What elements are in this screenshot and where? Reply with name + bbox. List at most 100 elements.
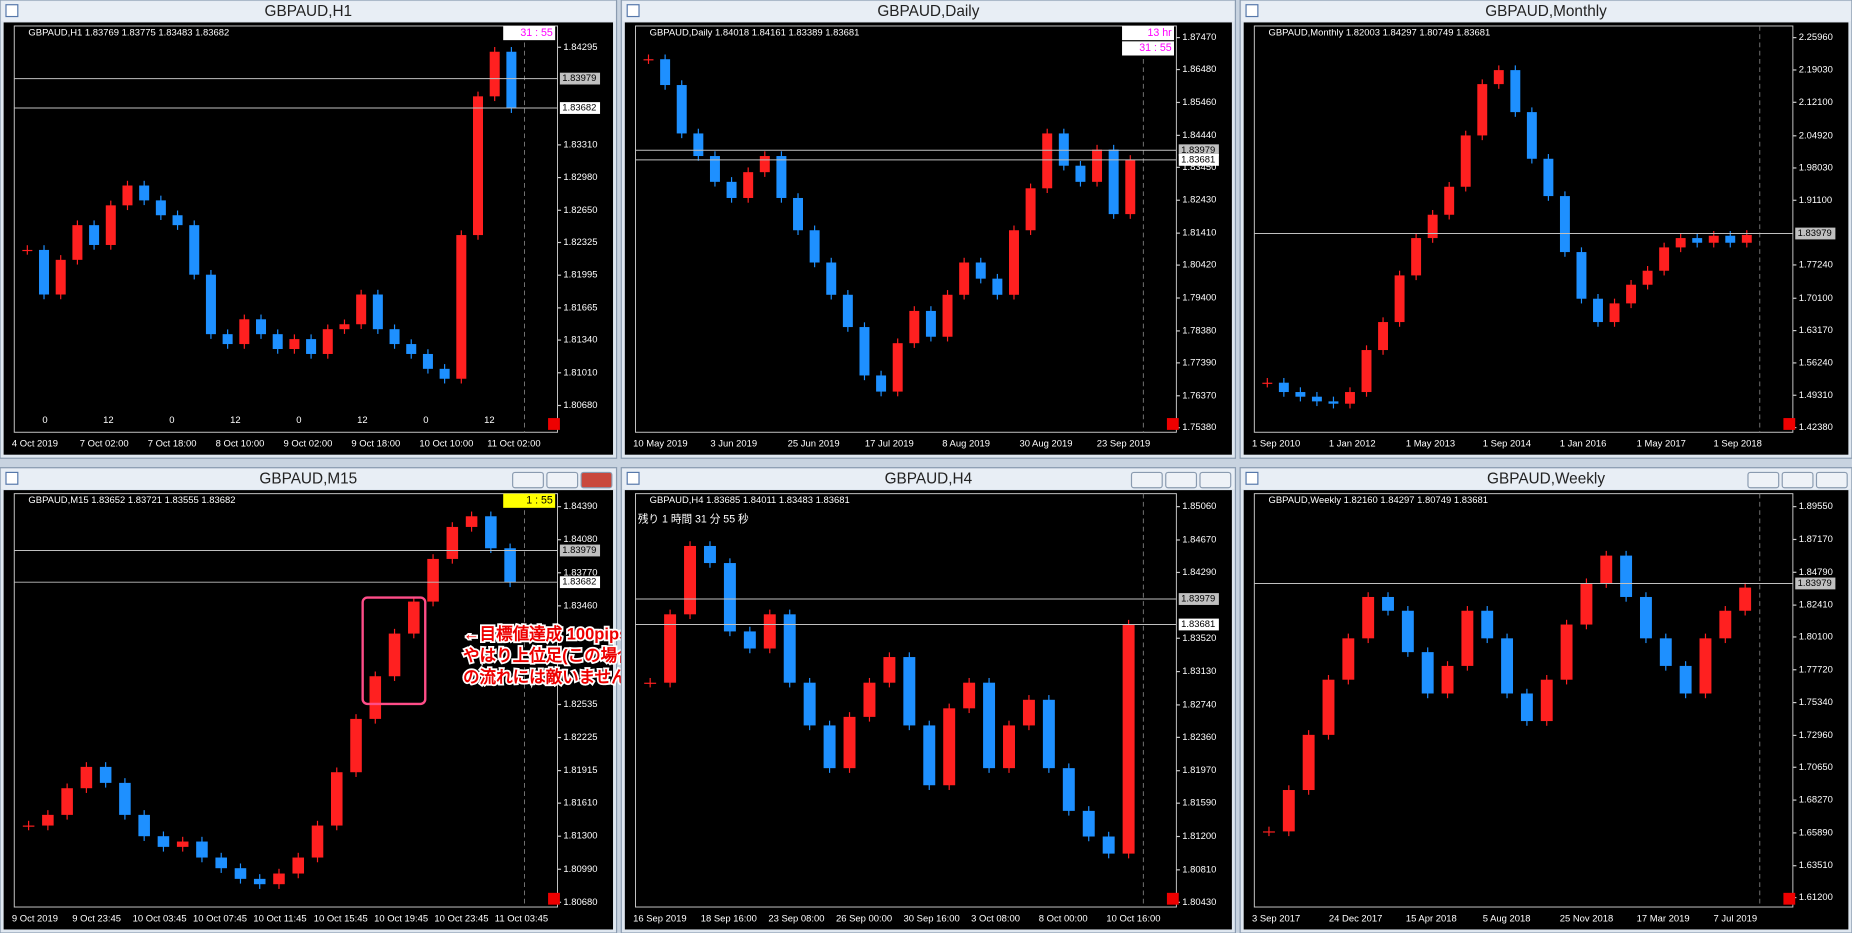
time-label: 24 Dec 2017 <box>1329 913 1383 924</box>
time-label: 1 May 2017 <box>1637 439 1686 450</box>
minimize-button[interactable] <box>512 471 544 489</box>
price-label: 1.81010 <box>563 367 597 378</box>
minimize-button[interactable] <box>1747 471 1780 489</box>
candle-body <box>72 225 83 260</box>
candle-body <box>660 59 671 86</box>
price-badge-label: 1.83979 <box>1181 145 1215 156</box>
candle-body <box>489 51 500 97</box>
price-label: 1.80680 <box>563 897 597 908</box>
price-label: 1.87170 <box>1799 534 1833 545</box>
candle-body <box>273 873 285 885</box>
time-label: 3 Jun 2019 <box>710 439 757 450</box>
title-bar <box>1 1 616 22</box>
window-icon <box>5 4 19 18</box>
price-label: 1.91100 <box>1799 195 1832 206</box>
price-label: 1.76370 <box>1182 390 1216 401</box>
maximize-button[interactable] <box>546 471 579 489</box>
candle-body <box>1461 610 1474 666</box>
price-label: 1.70100 <box>1799 293 1833 304</box>
time-label: 11 Oct 03:45 <box>495 913 548 924</box>
candle-body <box>155 200 166 216</box>
candle-body <box>1075 165 1086 182</box>
candle-body <box>826 262 837 295</box>
candle-body <box>726 181 737 198</box>
plot-border <box>1253 25 1794 433</box>
price-label: 1.82360 <box>1182 732 1216 743</box>
one-click-button[interactable] <box>1783 418 1796 430</box>
chart-area <box>624 22 1232 455</box>
one-click-button[interactable] <box>548 892 560 905</box>
price-label: 1.77720 <box>1799 664 1833 675</box>
candle-body <box>1741 234 1752 243</box>
candle-body <box>743 631 756 649</box>
candle-body <box>1620 555 1633 597</box>
price-label: 1.85060 <box>1182 501 1216 512</box>
time-label: 10 Oct 10:00 <box>419 439 473 450</box>
minimize-button[interactable] <box>1130 471 1163 489</box>
price-label: 1.80990 <box>563 864 597 875</box>
time-label: 18 Sep 16:00 <box>701 913 757 924</box>
one-click-button[interactable] <box>1166 418 1179 430</box>
candle-body <box>408 601 420 634</box>
time-label: 8 Oct 00:00 <box>1039 913 1088 924</box>
timer: 31 : 55 <box>1139 42 1172 54</box>
candle-body <box>1302 734 1315 791</box>
maximize-button[interactable] <box>1165 471 1198 489</box>
price-label: 2.19030 <box>1799 64 1833 75</box>
time-label: 11 Oct 02:00 <box>487 439 540 450</box>
candle-body <box>234 868 247 879</box>
one-click-button[interactable] <box>1166 892 1179 905</box>
candle-body <box>963 682 976 709</box>
price-label: 1.80430 <box>1182 897 1216 908</box>
time-label: 4 Oct 2019 <box>12 439 58 450</box>
timer: 1 : 55 <box>526 495 553 507</box>
candle-body <box>983 682 996 769</box>
price-label: 1.85460 <box>1182 97 1216 108</box>
price-label: 1.79400 <box>1182 293 1216 304</box>
candle-body <box>176 841 189 847</box>
candle-body <box>842 294 853 328</box>
candle-body <box>1022 699 1035 726</box>
one-click-button[interactable] <box>548 418 560 430</box>
window-title: GBPAUD,Monthly <box>1485 3 1607 20</box>
one-click-button[interactable] <box>1783 892 1796 905</box>
candle-body <box>1278 382 1289 393</box>
candle-body <box>322 329 333 354</box>
price-badge-label: 1.83979 <box>562 73 596 84</box>
price-label: 1.87470 <box>1182 32 1216 43</box>
candle-body <box>1659 638 1672 666</box>
close-button[interactable] <box>580 471 613 489</box>
price-label: 1.68270 <box>1799 795 1833 806</box>
candle-body <box>99 766 112 783</box>
candle-body <box>676 85 687 134</box>
candle-body <box>876 375 887 392</box>
time-label: 30 Sep 16:00 <box>904 913 960 924</box>
price-label: 1.80420 <box>1182 260 1216 271</box>
candle-body <box>139 185 150 201</box>
candle-body <box>406 344 417 354</box>
candle-body <box>196 841 208 858</box>
candle-body <box>215 857 227 869</box>
candle-body <box>306 339 317 354</box>
chart-window: GBPAUD,M15 1.84390 1.84080 1.83770 1.83460 1.… <box>0 467 691 933</box>
maximize-button[interactable] <box>1781 471 1814 489</box>
hour-label: 0 <box>42 415 47 426</box>
candle-body <box>1659 247 1670 271</box>
close-button[interactable] <box>1815 471 1848 489</box>
time-label: 3 Sep 2017 <box>1252 913 1300 924</box>
candle-body <box>723 563 736 632</box>
window-title: GBPAUD,Daily <box>877 3 979 20</box>
candle-body <box>339 324 350 330</box>
candle-body <box>122 185 133 206</box>
price-badge-label: 1.83979 <box>1181 594 1215 605</box>
price-label: 1.83520 <box>1182 633 1216 644</box>
candle-body <box>1481 610 1494 639</box>
window-icon <box>1245 4 1259 18</box>
price-label: 1.83130 <box>1182 666 1216 677</box>
price-badge <box>1795 577 1836 590</box>
candle-body <box>330 772 343 826</box>
price-label: 2.25960 <box>1799 32 1833 43</box>
close-button[interactable] <box>1199 471 1232 489</box>
price-label: 1.63510 <box>1799 860 1833 871</box>
candle-body <box>1102 836 1115 854</box>
